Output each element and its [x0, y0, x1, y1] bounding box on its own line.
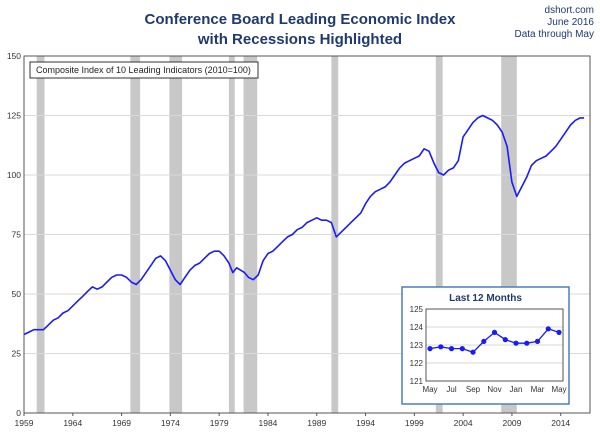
inset-chart: Last 12 Months 121 122 123 124 125 May Jul Sep…	[401, 286, 570, 405]
inset-title: Last 12 Months	[449, 293, 522, 304]
x-axis: 1959 1964 1969 1974 1979 1984 1989 1994 1999 2004…	[15, 413, 570, 428]
inset-point-7	[491, 329, 498, 335]
credit-date: June 2016	[547, 17, 594, 28]
inset-x-tick-label-5: Jan	[510, 385, 523, 394]
chart-title-line2: with Recessions Highlighted	[197, 31, 402, 48]
series-layer	[23, 114, 585, 336]
inset-y-tick-label-124: 124	[410, 323, 424, 332]
inset-grid	[426, 326, 563, 364]
inset-x-tick-label-4: Nov	[487, 385, 501, 394]
x-tick-label-2014: 2014	[551, 418, 570, 428]
inset-point-5	[470, 349, 476, 355]
x-tick-label-2009: 2009	[502, 418, 521, 428]
inset-x-tick-label-2: Jul	[446, 385, 456, 394]
credit-note: Data through May	[515, 29, 595, 40]
x-tick-label-1974: 1974	[161, 418, 180, 428]
x-tick-label-1999: 1999	[405, 418, 424, 428]
inset-y-tick-label-125: 125	[410, 305, 424, 314]
legend-box: Composite Index of 10 Leading Indicators…	[29, 61, 259, 79]
y-tick-label-50: 50	[12, 289, 22, 299]
inset-series	[427, 326, 562, 355]
series-line-1	[23, 114, 585, 336]
chart-title-line1: Conference Board Leading Economic Index	[145, 11, 457, 28]
inset-x-tick-label-6: Mar	[531, 385, 545, 394]
inset-point-1	[427, 346, 433, 352]
inset-y-tick-label-123: 123	[410, 341, 424, 350]
inset-point-13	[556, 329, 562, 335]
inset-x-tick-label-1: May	[422, 385, 437, 394]
y-tick-label-75: 75	[12, 230, 22, 240]
x-tick-label-1969: 1969	[112, 418, 131, 428]
inset-point-6	[481, 338, 487, 344]
x-tick-label-1984: 1984	[259, 418, 278, 428]
x-tick-label-2004: 2004	[454, 418, 473, 428]
inset-point-4	[459, 346, 465, 352]
inset-point-11	[534, 338, 541, 344]
y-axis: 0 25 50 75 100 125 150	[7, 51, 21, 418]
plot-frame	[23, 55, 591, 414]
credit-site: dshort.com	[545, 5, 594, 16]
x-tick-label-1994: 1994	[356, 418, 375, 428]
inset-x-axis: May Jul Sep Nov Jan Mar May	[422, 385, 566, 394]
x-tick-label-1979: 1979	[210, 418, 229, 428]
inset-y-axis: 121 122 123 124 125	[410, 305, 424, 386]
inset-x-tick-label-7: May	[551, 385, 566, 394]
inset-point-12	[545, 326, 551, 332]
y-tick-label-150: 150	[7, 51, 21, 61]
y-tick-label-25: 25	[12, 349, 22, 359]
inset-point-9	[513, 340, 519, 346]
inset-plot-frame	[425, 308, 564, 382]
x-tick-label-1959: 1959	[15, 418, 34, 428]
legend-frame	[29, 61, 259, 79]
y-tick-label-100: 100	[7, 170, 21, 180]
y-tick-label-125: 125	[7, 111, 21, 121]
inset-y-tick-label-121: 121	[410, 377, 424, 386]
inset-point-10	[524, 340, 530, 346]
inset-point-2	[438, 344, 444, 350]
inset-y-tick-label-122: 122	[410, 359, 424, 368]
inset-x-tick-label-3: Sep	[466, 385, 481, 394]
y-tick-label-0: 0	[16, 408, 21, 418]
x-tick-label-1989: 1989	[307, 418, 326, 428]
inset-point-8	[502, 337, 508, 343]
x-tick-label-1964: 1964	[63, 418, 82, 428]
inset-point-3	[448, 346, 455, 352]
legend-label: Composite Index of 10 Leading Indicators…	[36, 65, 251, 75]
